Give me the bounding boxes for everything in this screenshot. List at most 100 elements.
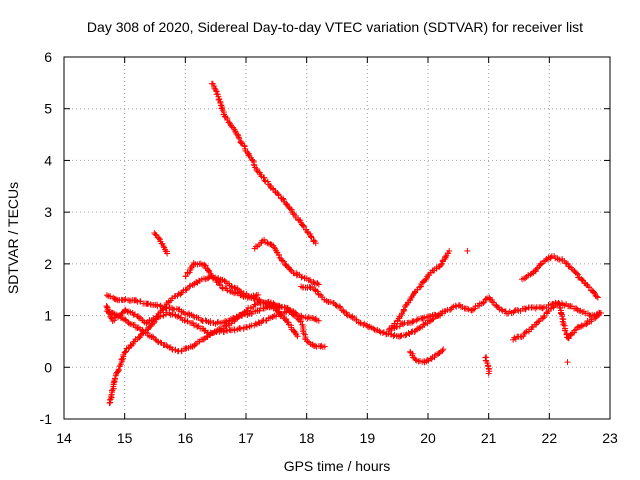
data-point xyxy=(318,342,325,349)
data-point xyxy=(312,315,319,322)
data-point xyxy=(574,324,581,331)
x-tick-label: 21 xyxy=(481,430,497,446)
data-point xyxy=(442,253,449,260)
data-point xyxy=(122,316,129,323)
axis-ticks xyxy=(63,56,611,420)
data-point xyxy=(287,206,294,213)
data-point xyxy=(287,266,294,273)
data-point xyxy=(119,309,126,316)
data-point xyxy=(202,276,209,283)
grid xyxy=(64,57,610,419)
data-point xyxy=(574,270,581,277)
y-tick-label: 2 xyxy=(44,256,52,272)
data-point xyxy=(535,318,542,325)
data-point xyxy=(264,178,271,185)
data-point xyxy=(133,297,140,304)
data-point xyxy=(216,326,223,333)
data-point xyxy=(125,320,132,327)
data-point xyxy=(121,349,128,356)
x-tick-label: 20 xyxy=(420,430,436,446)
x-tick-label: 23 xyxy=(602,430,618,446)
data-point xyxy=(275,251,282,258)
data-point xyxy=(190,312,197,319)
data-point xyxy=(300,222,307,229)
data-point xyxy=(562,327,569,334)
data-point xyxy=(293,331,300,338)
data-point xyxy=(597,309,604,316)
data-point xyxy=(591,289,598,296)
data-point xyxy=(304,228,311,235)
data-point xyxy=(174,313,181,320)
x-tick-label: 19 xyxy=(360,430,376,446)
data-point xyxy=(336,303,343,310)
data-point xyxy=(547,254,554,261)
data-point xyxy=(221,277,228,284)
y-tick-label: 6 xyxy=(44,49,52,65)
x-axis-label: GPS time / hours xyxy=(284,458,391,474)
data-point xyxy=(255,319,262,326)
data-point xyxy=(294,333,301,340)
data-point xyxy=(200,336,207,343)
data-point xyxy=(340,307,347,314)
y-tick-label: 4 xyxy=(44,152,52,168)
data-point xyxy=(283,200,290,207)
data-point xyxy=(231,327,238,334)
data-point xyxy=(437,312,444,319)
data-points xyxy=(103,80,604,406)
data-point xyxy=(560,321,567,328)
data-point xyxy=(298,274,305,281)
data-point xyxy=(169,311,176,318)
data-point xyxy=(343,311,350,318)
data-point xyxy=(249,157,256,164)
data-point xyxy=(480,299,487,306)
y-tick-label: -1 xyxy=(40,411,53,427)
x-tick-labels: 14 15 16 17 18 19 20 21 22 23 xyxy=(56,430,618,446)
data-point xyxy=(131,321,138,328)
data-point xyxy=(139,327,146,334)
data-point xyxy=(276,304,283,311)
data-point xyxy=(314,280,321,287)
data-point xyxy=(189,263,196,270)
data-point xyxy=(231,284,238,291)
data-point xyxy=(556,301,563,308)
data-point xyxy=(292,312,299,319)
data-point xyxy=(539,305,546,312)
data-point xyxy=(357,319,364,326)
data-point xyxy=(186,283,193,290)
data-point xyxy=(523,305,530,312)
data-point xyxy=(197,260,204,267)
data-point xyxy=(305,314,312,321)
data-point xyxy=(216,95,223,102)
data-point xyxy=(173,305,180,312)
data-point xyxy=(163,342,170,349)
y-tick-label: 0 xyxy=(44,359,52,375)
y-tick-label: 1 xyxy=(44,308,52,324)
x-tick-label: 14 xyxy=(56,430,72,446)
data-point xyxy=(234,285,241,292)
y-tick-label: 3 xyxy=(44,204,52,220)
data-point xyxy=(396,333,403,340)
data-point xyxy=(280,258,287,265)
data-point xyxy=(143,320,150,327)
data-point xyxy=(212,328,219,335)
data-point xyxy=(111,314,118,321)
data-point xyxy=(593,293,600,300)
data-point xyxy=(488,298,495,305)
y-tick-label: 5 xyxy=(44,101,52,117)
data-point xyxy=(154,338,161,345)
data-point xyxy=(152,231,159,238)
data-point xyxy=(379,330,386,337)
data-point xyxy=(405,330,412,337)
data-point xyxy=(191,341,198,348)
data-point xyxy=(125,345,132,352)
data-point xyxy=(315,317,322,324)
data-point xyxy=(313,280,320,287)
x-tick-label: 15 xyxy=(117,430,133,446)
data-point xyxy=(410,318,417,325)
data-point xyxy=(419,315,426,322)
data-point xyxy=(209,273,216,280)
data-point xyxy=(438,262,445,269)
data-point xyxy=(396,323,403,330)
data-point xyxy=(412,356,419,363)
